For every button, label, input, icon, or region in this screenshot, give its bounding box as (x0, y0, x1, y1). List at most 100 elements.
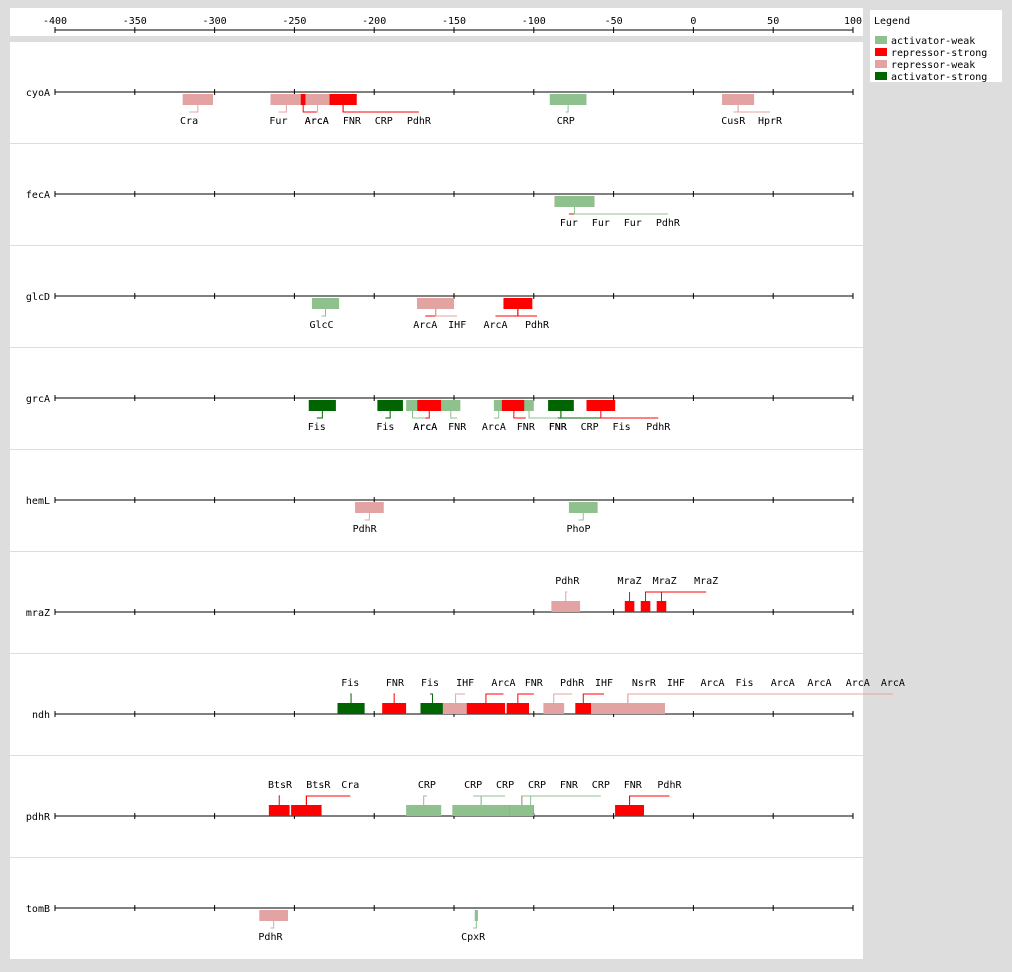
binding-site-crp[interactable] (452, 805, 510, 816)
site-connector (565, 105, 569, 113)
binding-site-hprr[interactable] (722, 94, 755, 105)
site-label: Cra (180, 116, 198, 127)
binding-site-arca[interactable] (305, 94, 330, 105)
binding-site-fnr[interactable] (501, 400, 526, 411)
site-connector (737, 105, 771, 113)
binding-site-btsr[interactable] (268, 805, 290, 816)
site-connector (553, 693, 573, 703)
binding-site-fis[interactable] (308, 400, 336, 411)
binding-site-cpxr[interactable] (474, 910, 478, 921)
site-label: ArcA (305, 116, 329, 127)
site-label: BtsR (306, 780, 331, 791)
site-label: PdhR (407, 116, 432, 127)
binding-site-fis[interactable] (377, 400, 403, 411)
site-label: FNR (448, 422, 467, 433)
site-label: HprR (758, 116, 783, 127)
legend-swatch-activator-weak (875, 36, 887, 44)
track-tomB: tomB PdhR CpxR (26, 904, 854, 943)
binding-site-cra[interactable] (182, 94, 214, 105)
binding-site-fur[interactable] (270, 94, 303, 105)
binding-site-pdhr[interactable] (355, 502, 384, 513)
site-label: ArcA (482, 422, 506, 433)
site-label: ArcA (846, 678, 870, 689)
gene-label: hemL (26, 496, 50, 507)
binding-site-crp[interactable] (406, 805, 442, 816)
site-connector (305, 795, 351, 805)
site-connector (493, 411, 500, 419)
site-connector (582, 693, 605, 703)
site-label: Fis (376, 422, 394, 433)
binding-site-fnr[interactable] (382, 703, 407, 714)
legend-label: activator-weak (891, 36, 975, 47)
binding-site-arca[interactable] (466, 703, 506, 714)
site-label: CRP (528, 780, 546, 791)
binding-site-mraz[interactable] (640, 601, 651, 612)
site-label: PdhR (525, 320, 550, 331)
binding-site-ihf[interactable] (417, 298, 454, 309)
legend-label: activator-strong (891, 72, 987, 83)
binding-site-pdhr[interactable] (543, 703, 565, 714)
binding-site-pdhr[interactable] (554, 196, 595, 207)
binding-site-fis[interactable] (420, 703, 445, 714)
site-connector (350, 693, 352, 703)
site-label: CRP (592, 780, 610, 791)
binding-site-phop[interactable] (568, 502, 598, 513)
site-label: CRP (581, 422, 599, 433)
binding-site-pdhr[interactable] (503, 298, 533, 309)
site-label: ArcA (305, 116, 329, 127)
binding-site-ihf[interactable] (442, 703, 469, 714)
binding-site-pdhr[interactable] (551, 601, 581, 612)
site-label: Fis (341, 678, 359, 689)
binding-site-pdhr[interactable] (586, 400, 616, 411)
binding-site-fis[interactable] (548, 400, 574, 411)
binding-site-crp[interactable] (549, 94, 587, 105)
binding-site-arca[interactable] (300, 94, 306, 105)
binding-site-arca[interactable] (591, 703, 665, 714)
site-connector (270, 921, 275, 929)
site-label: PdhR (258, 932, 283, 943)
binding-site-crp[interactable] (509, 805, 534, 816)
site-label: CRP (418, 780, 436, 791)
binding-site-fnr[interactable] (524, 400, 534, 411)
axis-tick-label: -150 (442, 16, 466, 27)
binding-site-ihf[interactable] (575, 703, 592, 714)
binding-site-pdhr[interactable] (615, 805, 644, 816)
gene-label: tomB (26, 904, 50, 915)
site-label: ArcA (413, 422, 437, 433)
binding-site-arca[interactable] (406, 400, 419, 411)
binding-site-fnr[interactable] (506, 703, 530, 714)
site-label: PdhR (560, 678, 585, 689)
binding-site-fis[interactable] (337, 703, 365, 714)
site-label: FNR (549, 422, 568, 433)
binding-site-pdhr[interactable] (329, 94, 357, 105)
binding-site-fnr[interactable] (441, 400, 461, 411)
site-label: Fur (269, 116, 287, 127)
site-label: PdhR (353, 524, 378, 535)
site-connector (278, 795, 281, 805)
legend-label: repressor-weak (891, 60, 975, 71)
binding-site-pdhr[interactable] (259, 910, 289, 921)
site-connector (435, 309, 458, 317)
site-connector (517, 309, 537, 317)
binding-site-cra[interactable] (291, 805, 322, 816)
site-label: IHF (667, 678, 685, 689)
site-label: PhoP (566, 524, 590, 535)
track-pdhR: pdhR BtsR BtsR Cra CRP CRP CRP CRP FNR CRP FNR PdhR (26, 780, 854, 823)
binding-site-glcc[interactable] (311, 298, 340, 309)
binding-site-mraz[interactable] (656, 601, 667, 612)
site-label: Fis (308, 422, 326, 433)
gene-label: ndh (32, 710, 50, 721)
site-connector (455, 693, 466, 703)
site-label: IHF (595, 678, 613, 689)
legend: Legend activator-weakrepressor-strongrepr… (870, 10, 1002, 83)
site-label: PdhR (555, 576, 580, 587)
site-label: ArcA (807, 678, 831, 689)
binding-site-arca[interactable] (417, 400, 442, 411)
site-connector (517, 693, 534, 703)
binding-site-arca[interactable] (493, 400, 504, 411)
binding-site-mraz[interactable] (624, 601, 635, 612)
site-connector (342, 105, 419, 113)
site-label: ArcA (491, 678, 515, 689)
site-label: CpxR (461, 932, 486, 943)
